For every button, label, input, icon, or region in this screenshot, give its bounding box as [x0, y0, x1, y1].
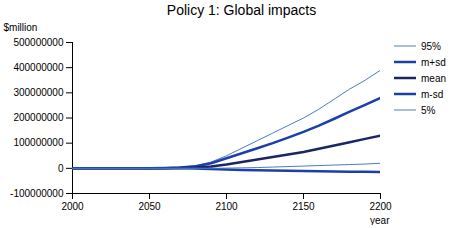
html-text:mean: mean [421, 72, 446, 84]
svg-text:0: 0 [58, 163, 64, 174]
svg-text:$million: $million [4, 22, 38, 33]
html-text:m+sd: m+sd [421, 56, 446, 68]
html-text:m-sd: m-sd [421, 88, 444, 100]
svg-text:2200: 2200 [369, 201, 392, 212]
svg-text:year: year [370, 215, 390, 226]
svg-text:2150: 2150 [292, 201, 315, 212]
svg-text:-100000000: -100000000 [10, 188, 64, 199]
svg-text:2050: 2050 [138, 201, 161, 212]
svg-text:200000000: 200000000 [13, 112, 63, 123]
html-text:95%: 95% [421, 40, 441, 52]
svg-text:2100: 2100 [215, 201, 238, 212]
svg-text:100000000: 100000000 [13, 137, 63, 148]
svg-text:500000000: 500000000 [13, 37, 63, 48]
svg-text:400000000: 400000000 [13, 62, 63, 73]
html-text:5%: 5% [421, 104, 436, 116]
svg-text:2000: 2000 [61, 201, 84, 212]
html-text:Policy 1: Global impacts: Policy 1: Global impacts [166, 2, 317, 18]
svg-text:300000000: 300000000 [13, 87, 63, 98]
